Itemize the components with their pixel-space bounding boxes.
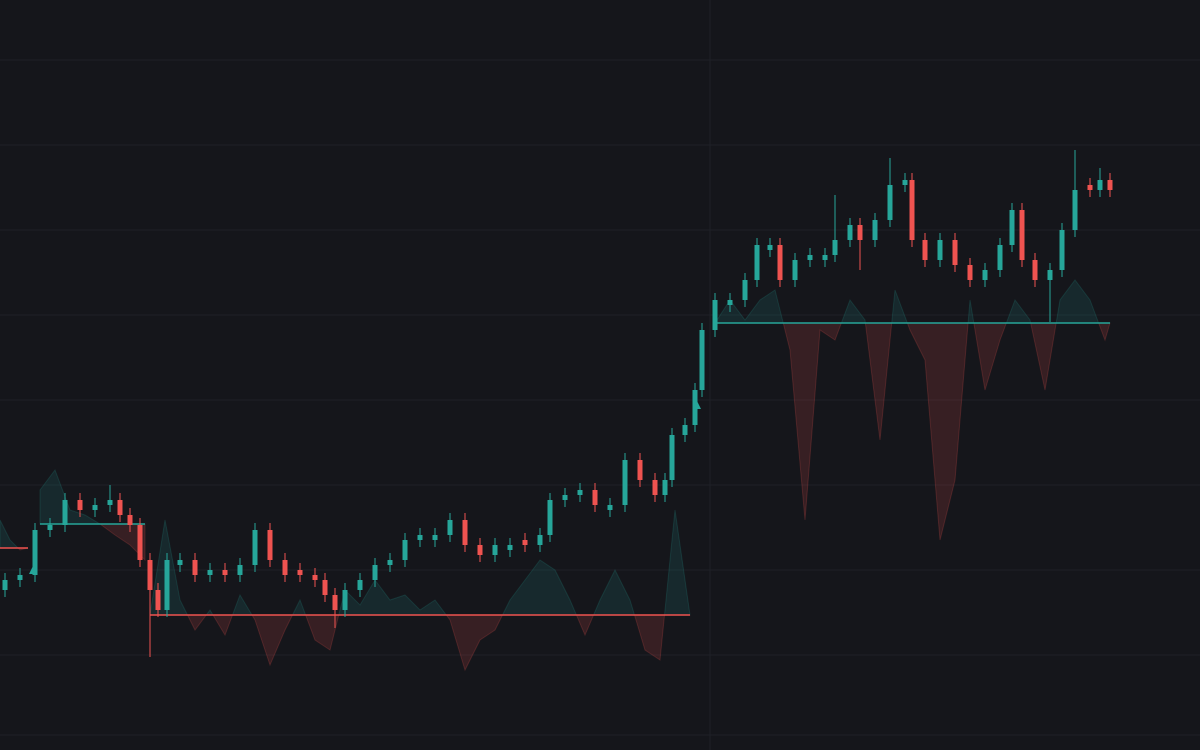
- oscillator-area-down: [149, 615, 691, 672]
- candle-body: [77, 500, 83, 510]
- candle-body: [662, 480, 668, 495]
- candle-body: [332, 595, 338, 610]
- candle-body: [477, 545, 483, 555]
- candle-body: [622, 460, 628, 505]
- candle-body: [922, 240, 928, 260]
- candle-body: [127, 515, 133, 525]
- candle-body: [832, 240, 838, 255]
- candle-body: [372, 565, 378, 580]
- candle-body: [577, 490, 583, 495]
- candle-body: [562, 495, 568, 500]
- candle-body: [417, 535, 423, 540]
- candle-body: [712, 300, 718, 330]
- candle-body: [462, 520, 468, 545]
- candle-body: [47, 525, 53, 530]
- candle-body: [117, 500, 123, 515]
- candle-body: [902, 180, 908, 185]
- candle-body: [857, 225, 863, 240]
- candle-body: [62, 500, 68, 525]
- candle-body: [267, 530, 273, 560]
- signal-marker: [693, 401, 701, 409]
- candle-body: [537, 535, 543, 545]
- candle-body: [767, 245, 773, 250]
- candle-body: [32, 530, 38, 575]
- candle-body: [652, 480, 658, 495]
- candle-body: [1019, 210, 1025, 260]
- candle-body: [822, 255, 828, 260]
- candle-body: [982, 270, 988, 280]
- candle-body: [742, 280, 748, 300]
- candle-body: [252, 530, 258, 565]
- candle-body: [547, 500, 553, 535]
- candle-body: [807, 255, 813, 260]
- candle-body: [297, 570, 303, 575]
- candle-body: [342, 590, 348, 610]
- signal-marker: [29, 566, 37, 574]
- candle-body: [669, 435, 675, 480]
- candle-body: [357, 580, 363, 590]
- candle-body: [1097, 180, 1103, 190]
- candle-body: [92, 505, 98, 510]
- candle-body: [699, 330, 705, 390]
- candle-body: [1009, 210, 1015, 245]
- candle-body: [887, 185, 893, 220]
- candle-body: [137, 525, 143, 560]
- candle-body: [872, 220, 878, 240]
- candle-body: [522, 540, 528, 545]
- candle-body: [387, 560, 393, 565]
- candle-body: [447, 520, 453, 535]
- candle-body: [1047, 270, 1053, 280]
- candle-body: [1107, 180, 1113, 190]
- oscillator-area-down: [39, 524, 146, 562]
- candle-body: [155, 590, 161, 610]
- candle-body: [1059, 230, 1065, 270]
- candle-body: [192, 560, 198, 575]
- candle-body: [164, 560, 170, 610]
- candle-body: [207, 570, 213, 575]
- candle-body: [432, 535, 438, 540]
- oscillator-area-up: [149, 509, 691, 615]
- candle-body: [777, 245, 783, 280]
- candle-body: [282, 560, 288, 575]
- oscillator-area-up: [714, 279, 1111, 323]
- candle-body: [222, 570, 228, 575]
- candle-body: [754, 245, 760, 280]
- candle-body: [507, 545, 513, 550]
- candle-body: [402, 540, 408, 560]
- candle-body: [1032, 260, 1038, 280]
- candle-body: [792, 260, 798, 280]
- candle-body: [2, 580, 8, 590]
- candle-body: [1087, 185, 1093, 190]
- candle-body: [937, 240, 943, 260]
- candle-body: [682, 425, 688, 435]
- oscillator-area-down: [714, 323, 1111, 541]
- candle-body: [147, 560, 153, 590]
- candle-body: [967, 265, 973, 280]
- candle-body: [847, 225, 853, 240]
- candle-body: [107, 500, 113, 505]
- candle-body: [607, 505, 613, 510]
- candle-body: [952, 240, 958, 265]
- candle-layer: [2, 150, 1113, 657]
- candle-body: [1072, 190, 1078, 230]
- oscillator-area-up: [0, 519, 28, 548]
- candle-body: [592, 490, 598, 505]
- candle-body: [312, 575, 318, 580]
- candle-body: [492, 545, 498, 555]
- candle-body: [17, 575, 23, 580]
- candle-body: [177, 560, 183, 565]
- candle-body: [637, 460, 643, 480]
- candle-body: [997, 245, 1003, 270]
- candle-body: [322, 580, 328, 595]
- candle-body: [909, 180, 915, 240]
- candle-body: [237, 565, 243, 575]
- candle-body: [727, 300, 733, 305]
